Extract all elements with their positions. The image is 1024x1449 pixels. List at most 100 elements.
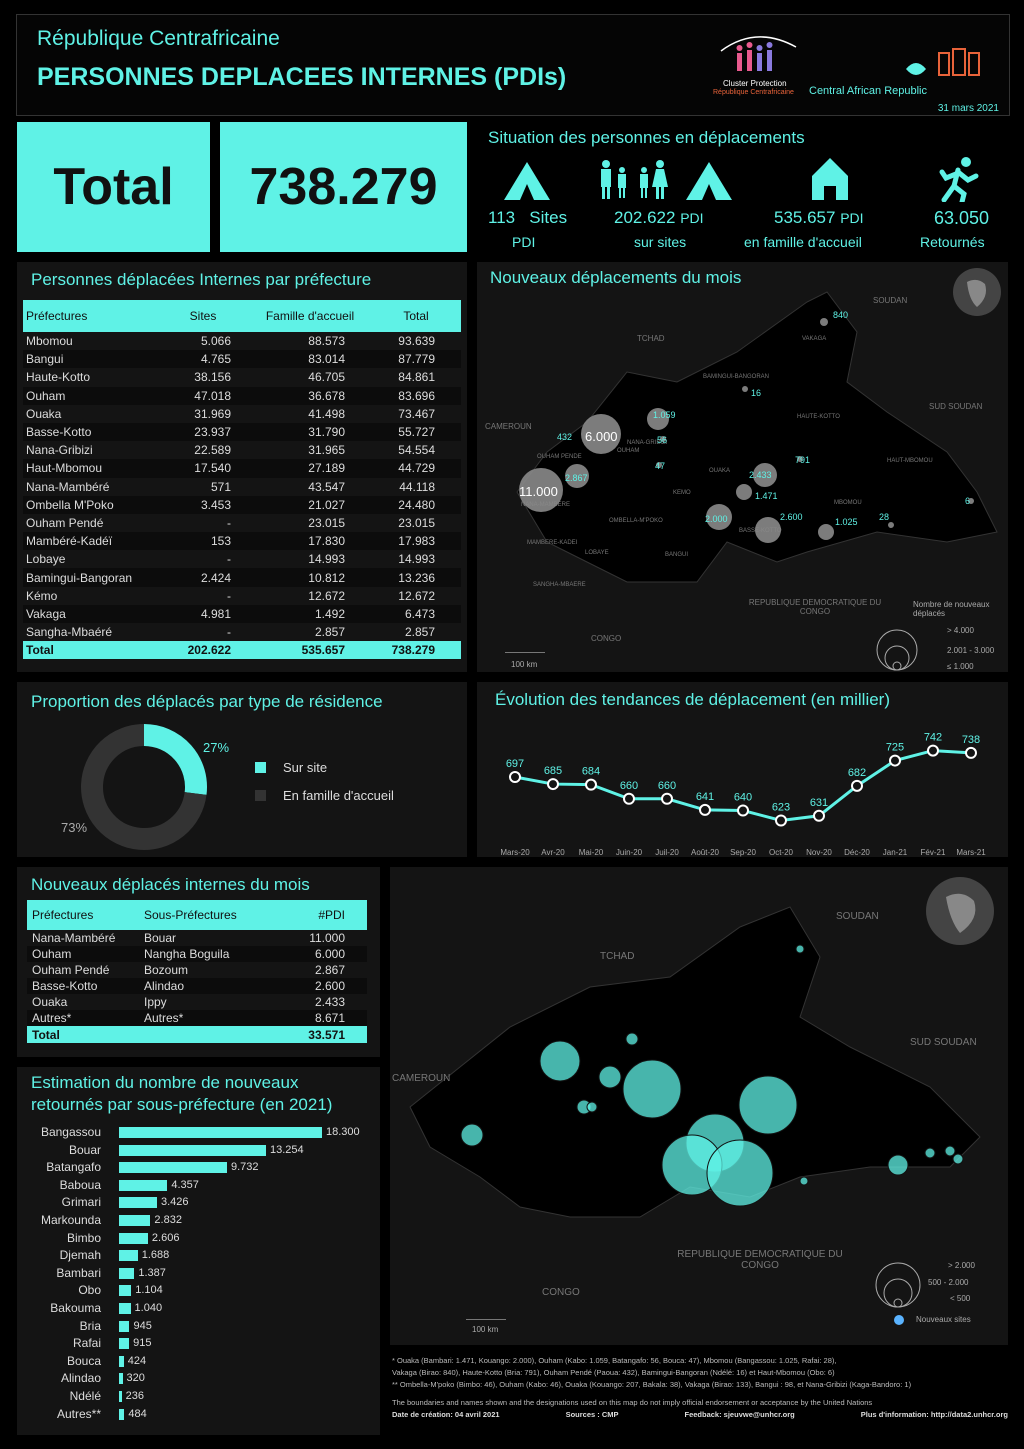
returnee-bar — [119, 1408, 125, 1420]
returnee-bar — [119, 1303, 131, 1314]
map2-scale-bar — [466, 1319, 506, 1320]
map2-canvas — [409, 877, 994, 1218]
table-cell: Bamingui-Bangoran — [23, 568, 157, 587]
total-label-box: Total — [17, 122, 210, 252]
table-cell: Mambéré-Kadéï — [23, 532, 157, 551]
bar-value-label: 915 — [133, 1337, 152, 1350]
table-cell: Kémo — [26, 588, 58, 603]
table-cell: Autres* — [27, 1010, 143, 1026]
displacement-bubble — [968, 498, 974, 504]
displacement-bubble — [736, 484, 752, 500]
footer-feedback[interactable]: Feedback: sjeuvwe@unhcr.org — [684, 1410, 795, 1419]
onsite-caption: sur sites — [634, 234, 687, 250]
table-cell: 6.000 — [285, 946, 367, 962]
trend-x-tick-label: Sep-20 — [730, 848, 756, 857]
table-cell: 153 — [157, 532, 249, 551]
legend-site-swatch — [255, 762, 266, 773]
table-cell: Total — [23, 641, 157, 660]
returnee-bar — [119, 1179, 168, 1191]
bar-value-label: 2.832 — [154, 1214, 182, 1226]
bar-category-label: Bakouma — [50, 1301, 101, 1315]
host-value: 535.657 PDI — [774, 208, 864, 227]
displacement-bubble — [519, 468, 563, 512]
map1-country-sudan: SOUDAN — [873, 296, 908, 305]
donut-title: Proportion des déplacés par type de rési… — [31, 692, 383, 711]
bar-category-label: Batangafo — [46, 1160, 101, 1175]
bubble-label: 2.000 — [705, 514, 728, 524]
table-cell: 2.433 — [314, 995, 345, 1009]
table-row: Haute-Kotto 38.156 46.705 84.861 — [23, 368, 461, 386]
table-cell: 46.705 — [308, 370, 345, 385]
table-cell: 4.981 — [157, 604, 249, 623]
situation-panel: Situation des personnes en déplacements … — [478, 122, 1008, 254]
total-label: Total — [53, 158, 174, 216]
table-cell: Sangha-Mbaéré — [26, 625, 113, 640]
map1-legend-small: ≤ 1.000 — [947, 662, 974, 671]
map1-canvas — [516, 268, 1001, 583]
table-cell: 83.014 — [249, 350, 371, 369]
map2-scale: 100 km — [472, 1325, 499, 1334]
footer: * Ouaka (Bambari: 1.471, Kouango: 2.000)… — [392, 1355, 1008, 1421]
table-cell: 41.498 — [308, 406, 345, 421]
table-cell: Alindao — [143, 978, 285, 994]
total-value: 738.279 — [249, 158, 438, 216]
displacement-bubble — [706, 504, 732, 530]
sites-value: 113 Sites — [488, 208, 568, 227]
returnee-bar — [119, 1267, 135, 1279]
table-cell: 44.118 — [399, 479, 435, 494]
table-cell: 11.000 — [309, 931, 345, 945]
trend-chart: 697 Mars-20 685 Avr-20 684 Mai-20 660 Juin-20 66… — [500, 732, 986, 857]
header: République Centrafricaine PERSONNES DEPL… — [16, 14, 1010, 116]
table-cell: 13.236 — [371, 568, 461, 587]
table-cell: 5.066 — [200, 334, 231, 349]
returnee-bar — [119, 1144, 267, 1156]
col-total: Total — [371, 300, 461, 332]
legend-host-label: En famille d'accueil — [283, 788, 394, 803]
table-cell: 14.993 — [308, 552, 345, 567]
map2-country-drc: REPUBLIQUE DEMOCRATIQUE DU CONGO — [677, 1249, 843, 1271]
returnees-caption: Retournés — [920, 234, 985, 250]
bar-category-label: Bria — [79, 1318, 101, 1333]
trend-x-tick-label: Mars-20 — [500, 848, 530, 857]
table-row: Ouham 47.018 36.678 83.696 — [23, 386, 461, 405]
table-row: Lobaye - 14.993 14.993 — [23, 550, 461, 568]
bar-value-label: 945 — [133, 1319, 152, 1332]
returnee-bar — [119, 1373, 123, 1385]
site-bubbles — [460, 944, 964, 1207]
table-cell: 17.830 — [249, 532, 371, 551]
bar-category-label: Alindao — [60, 1371, 101, 1386]
footer-more-info[interactable]: Plus d'information: http://data2.unhcr.o… — [860, 1410, 1008, 1419]
col-prefecture: Préfectures — [23, 300, 157, 332]
prefecture-label: SANGHA-MBAERE — [533, 582, 586, 588]
table-cell: 55.727 — [371, 422, 461, 442]
trend-x-tick-label: Août-20 — [691, 848, 720, 857]
displacement-bubble — [660, 436, 666, 442]
trend-x-tick-label: Nov-20 — [806, 848, 832, 857]
table-cell: 571 — [210, 479, 231, 494]
table-cell: Nana-Mambéré — [26, 479, 110, 494]
bubble-label: 2.867 — [565, 473, 588, 483]
map1-legend-title: Nombre de nouveaux déplacés — [913, 600, 990, 618]
bubble-label: 28 — [879, 512, 890, 522]
bar-value-label: 1.387 — [138, 1266, 166, 1279]
bar-category-label: Bambari — [56, 1265, 101, 1280]
bar-category-label: Djemah — [59, 1248, 101, 1263]
prefecture-label: BAMINGUI-BANGORAN — [703, 374, 770, 380]
table-cell: 10.812 — [249, 568, 371, 587]
cluster-protection-logo — [720, 36, 980, 76]
bar-value-label: 320 — [126, 1372, 145, 1385]
col-new-pdi: #PDI — [285, 900, 367, 930]
trend-point — [585, 778, 597, 791]
table-row: Kémo - 12.672 12.672 — [23, 587, 461, 605]
bar-category-label: Baboua — [59, 1177, 101, 1192]
bar-value-label: 18.300 — [326, 1126, 360, 1138]
displacement-bubble — [797, 456, 803, 462]
new-idp-panel: Nouveaux déplacés internes du mois Préfe… — [17, 867, 380, 1057]
table-cell: - — [227, 625, 231, 640]
table-row: Haut-Mbomou 17.540 27.189 44.729 — [23, 459, 461, 478]
table-cell: Ouaka — [32, 995, 68, 1009]
table-cell: Nana-Mambéré — [32, 931, 116, 945]
returnee-bar — [119, 1232, 148, 1244]
trend-data-label: 660 — [620, 780, 638, 792]
prefecture-label: OMBELLA-M'POKO — [609, 518, 663, 524]
